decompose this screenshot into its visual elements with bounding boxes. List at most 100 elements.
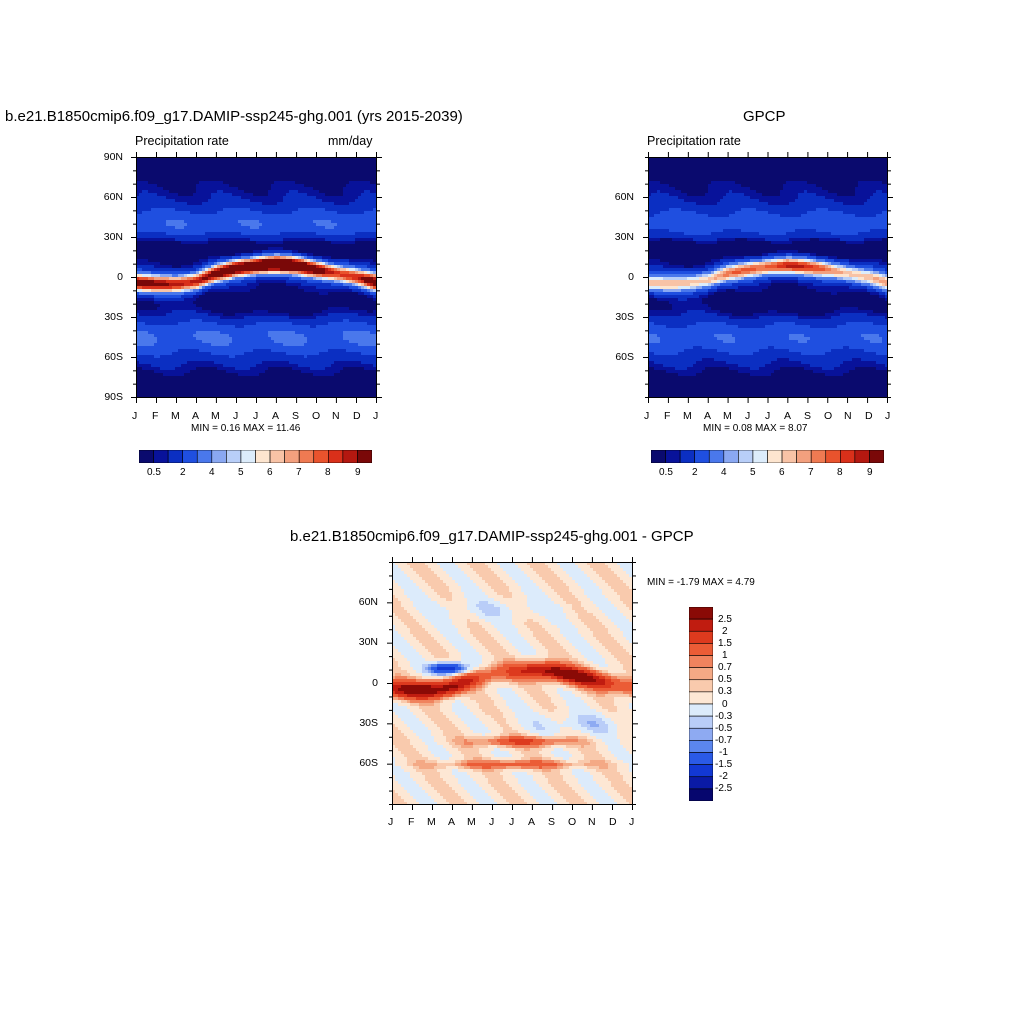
diff-colorbar-swatch-4: [689, 655, 713, 668]
obs-colorbar-swatch-11: [810, 450, 827, 463]
obs-colorbar-swatch-14: [854, 450, 870, 463]
obs-colorbar-swatch-7: [752, 450, 768, 463]
obs-colorbar-swatch-12: [825, 450, 841, 463]
model-xlabel-9: O: [312, 410, 321, 422]
diff-colorbar-swatch-15: [689, 788, 713, 801]
model-contour-plot: [136, 157, 377, 398]
model-colorbar-swatch-11: [298, 450, 315, 463]
diff-colorbar-swatch-8: [689, 703, 713, 717]
diff-cbar-label-11: -1: [719, 747, 728, 758]
obs-stats: MIN = 0.08 MAX = 8.07: [703, 423, 808, 434]
model-cbar-label-3: 5: [238, 467, 244, 478]
obs-ylabel-0: 60N: [614, 191, 634, 203]
obs-frame: [648, 157, 888, 398]
model-colorbar-swatch-2: [167, 450, 183, 463]
model-colorbar-swatch-9: [269, 450, 285, 463]
model-colorbar-swatch-4: [196, 450, 213, 463]
model-cbar-label-4: 6: [267, 467, 273, 478]
obs-colorbar-swatch-8: [767, 450, 783, 463]
obs-colorbar-swatch-13: [840, 450, 856, 463]
obs-ylabel-1: 30N: [614, 231, 634, 243]
obs-xlabel-10: N: [844, 410, 852, 422]
diff-xlabel-8: S: [548, 816, 556, 828]
model-xlabel-8: S: [292, 410, 300, 422]
model-colorbar-swatch-3: [182, 450, 198, 463]
obs-xlabel-9: O: [824, 410, 833, 422]
diff-colorbar-swatch-9: [689, 715, 713, 729]
obs-xlabel-1: F: [664, 410, 671, 422]
obs-xlabel-8: S: [804, 410, 812, 422]
diff-ylabel-0: 60N: [358, 596, 378, 608]
model-colorbar-swatch-5: [211, 450, 227, 463]
diff-xlabel-1: F: [408, 816, 415, 828]
model-xlabel-12: J: [373, 410, 379, 422]
model-xlabel-10: N: [332, 410, 340, 422]
diff-colorbar-swatch-14: [689, 776, 713, 790]
model-cbar-label-6: 8: [325, 467, 331, 478]
model-frame: [136, 157, 377, 398]
model-colorbar: [139, 450, 372, 463]
diff-title: b.e21.B1850cmip6.f09_g17.DAMIP-ssp245-gh…: [290, 528, 694, 545]
model-colorbar-swatch-6: [226, 450, 242, 463]
obs-xlabel-12: J: [885, 410, 891, 422]
obs-colorbar-swatch-9: [781, 450, 797, 463]
model-colorbar-swatch-13: [328, 450, 344, 463]
diff-colorbar-swatch-12: [689, 752, 713, 765]
obs-colorbar: [651, 450, 884, 463]
model-colorbar-swatch-8: [255, 450, 271, 463]
diff-xlabel-10: N: [588, 816, 596, 828]
obs-xlabel-11: D: [865, 410, 873, 422]
diff-colorbar-swatch-1: [689, 618, 713, 632]
model-colorbar-swatch-15: [357, 450, 372, 463]
diff-colorbar-swatch-5: [689, 667, 713, 681]
diff-colorbar-swatch-11: [689, 740, 713, 753]
diff-xlabel-0: J: [388, 816, 394, 828]
diff-colorbar-swatch-3: [689, 643, 713, 656]
obs-xlabel-5: J: [745, 410, 751, 422]
diff-stats: MIN = -1.79 MAX = 4.79: [647, 577, 755, 588]
obs-xlabel-6: J: [765, 410, 771, 422]
diff-colorbar-swatch-0: [689, 607, 713, 620]
obs-cbar-label-0: 0.5: [659, 467, 673, 478]
model-colorbar-swatch-12: [313, 450, 329, 463]
obs-colorbar-swatch-0: [651, 450, 666, 463]
obs-field: [648, 157, 888, 398]
model-xlabel-1: F: [152, 410, 159, 422]
obs-colorbar-swatch-5: [723, 450, 739, 463]
diff-contour-plot: [392, 562, 633, 805]
obs-colorbar-swatch-15: [869, 450, 884, 463]
obs-cbar-label-6: 8: [837, 467, 843, 478]
diff-colorbar: [689, 607, 713, 801]
diff-ylabel-2: 0: [372, 677, 378, 689]
diff-frame: [392, 562, 633, 805]
obs-colorbar-swatch-1: [665, 450, 681, 463]
diff-cbar-label-13: -2: [719, 771, 728, 782]
model-ylabel-2: 30N: [103, 231, 123, 243]
obs-title: GPCP: [743, 108, 786, 125]
model-axes: [131, 152, 382, 403]
model-xlabel-11: D: [353, 410, 361, 422]
diff-axes: [387, 557, 638, 810]
diff-colorbar-swatch-6: [689, 679, 713, 693]
model-ylabel-6: 90S: [104, 391, 123, 403]
obs-ylabel-4: 60S: [615, 351, 634, 363]
diff-cbar-label-12: -1.5: [715, 759, 733, 770]
model-xlabel-0: J: [132, 410, 138, 422]
model-units-label: mm/day: [328, 134, 373, 148]
diff-xlabel-12: J: [629, 816, 635, 828]
obs-cbar-label-1: 2: [692, 467, 698, 478]
obs-cbar-label-5: 7: [808, 467, 814, 478]
diff-xlabel-2: M: [427, 816, 436, 828]
diff-cbar-label-0: 2.5: [718, 614, 732, 625]
model-field: [136, 157, 377, 398]
diff-cbar-label-3: 1: [722, 650, 728, 661]
diff-cbar-label-2: 1.5: [718, 638, 732, 649]
model-title: b.e21.B1850cmip6.f09_g17.DAMIP-ssp245-gh…: [5, 108, 463, 125]
model-xlabel-4: M: [211, 410, 220, 422]
diff-xlabel-7: A: [528, 816, 536, 828]
model-stats: MIN = 0.16 MAX = 11.46: [191, 423, 301, 434]
obs-colorbar-swatch-4: [708, 450, 725, 463]
obs-xlabel-2: M: [683, 410, 692, 422]
model-ylabel-4: 30S: [104, 311, 123, 323]
diff-ylabel-1: 30N: [358, 636, 378, 648]
